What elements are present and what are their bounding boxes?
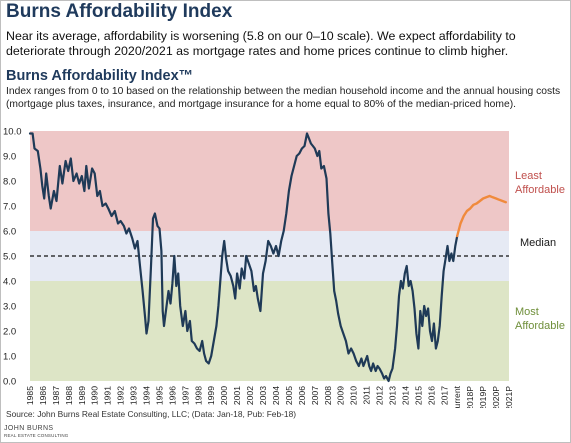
- x-tick-label: 2008: [323, 386, 333, 405]
- x-tick-label: 1986: [38, 386, 48, 405]
- most-affordable-label: Most: [515, 306, 539, 318]
- most-affordable-band: [30, 281, 509, 381]
- history-series-line: [28, 132, 459, 383]
- y-tick-label: 0.0: [3, 377, 16, 388]
- x-tick-label: 2018P: [465, 386, 475, 408]
- forecast-series-line: [456, 194, 507, 238]
- x-tick-label: 2002: [245, 386, 255, 405]
- least-affordable-label: Least: [515, 170, 542, 182]
- y-tick-label: 3.0: [3, 302, 16, 313]
- x-tick-label: 2000: [219, 386, 229, 405]
- x-tick-label: 2006: [297, 386, 307, 405]
- x-tick-label: 2013: [387, 386, 397, 405]
- least-affordable-label: Affordable: [515, 184, 565, 196]
- chart-title: Burns Affordability Index™: [6, 68, 194, 84]
- y-tick-label: 1.0: [3, 352, 16, 363]
- median-label: Median: [520, 237, 556, 249]
- x-tick-label: 2003: [258, 386, 268, 405]
- x-tick-label: 2007: [310, 386, 320, 405]
- x-tick-label: 1996: [167, 386, 177, 405]
- page-title: Burns Affordability Index: [6, 1, 233, 22]
- x-tick-label: Current: [452, 385, 462, 408]
- y-tick-label: 8.0: [3, 177, 16, 188]
- x-tick-label: 2005: [284, 386, 294, 405]
- x-tick-label: 1989: [77, 386, 87, 405]
- affordability-chart: 0.01.02.03.04.05.06.07.08.09.010.0 1985 1…: [3, 127, 565, 409]
- x-tick-label: 2016: [426, 386, 436, 405]
- x-tick-label: 2019P: [478, 386, 488, 408]
- x-tick-label: 2020P: [491, 386, 501, 408]
- least-affordable-band: [30, 131, 509, 231]
- x-tick-label: 1988: [64, 386, 74, 405]
- x-tick-label: 1987: [51, 386, 61, 405]
- x-tick-label: 2001: [232, 386, 242, 405]
- x-tick-label: 2010: [349, 386, 359, 405]
- x-tick-label: 2014: [400, 386, 410, 405]
- x-tick-label: 1992: [116, 386, 126, 405]
- x-tick-label: 1990: [90, 386, 100, 405]
- source-note: Source: John Burns Real Estate Consultin…: [6, 409, 297, 419]
- y-tick-label: 2.0: [3, 327, 16, 338]
- y-tick-label: 6.0: [3, 227, 16, 238]
- company-logo: JOHN BURNS REAL ESTATE CONSULTING: [4, 425, 69, 439]
- x-tick-label: 1985: [25, 386, 35, 405]
- most-affordable-label: Affordable: [515, 320, 565, 332]
- y-tick-label: 10.0: [3, 127, 22, 138]
- logo-text: JOHN BURNS: [4, 425, 54, 432]
- x-tick-label: 2011: [362, 386, 372, 405]
- intro-text: Near its average, affordability is worse…: [6, 29, 516, 58]
- y-tick-label: 7.0: [3, 202, 16, 213]
- x-tick-label: 1998: [193, 386, 203, 405]
- x-tick-label: 1997: [180, 386, 190, 405]
- x-tick-label: 1994: [142, 386, 152, 405]
- y-tick-label: 9.0: [3, 152, 16, 163]
- y-tick-label: 4.0: [3, 277, 16, 288]
- x-tick-label: 1991: [103, 386, 113, 405]
- x-tick-label: 1999: [206, 386, 216, 405]
- x-tick-label: 1993: [129, 386, 139, 405]
- logo-subtext: REAL ESTATE CONSULTING: [4, 433, 69, 438]
- x-tick-label: 2021P: [504, 386, 514, 408]
- x-tick-label: 2009: [336, 386, 346, 405]
- x-tick-label: 2017: [439, 386, 449, 405]
- x-tick-label: 1995: [154, 386, 164, 405]
- y-tick-label: 5.0: [3, 252, 16, 263]
- x-tick-label: 2012: [375, 386, 385, 405]
- chart-subtitle: Index ranges from 0 to 10 based on the r…: [6, 86, 561, 110]
- x-tick-label: 2015: [413, 386, 423, 405]
- x-tick-label: 2004: [271, 386, 281, 405]
